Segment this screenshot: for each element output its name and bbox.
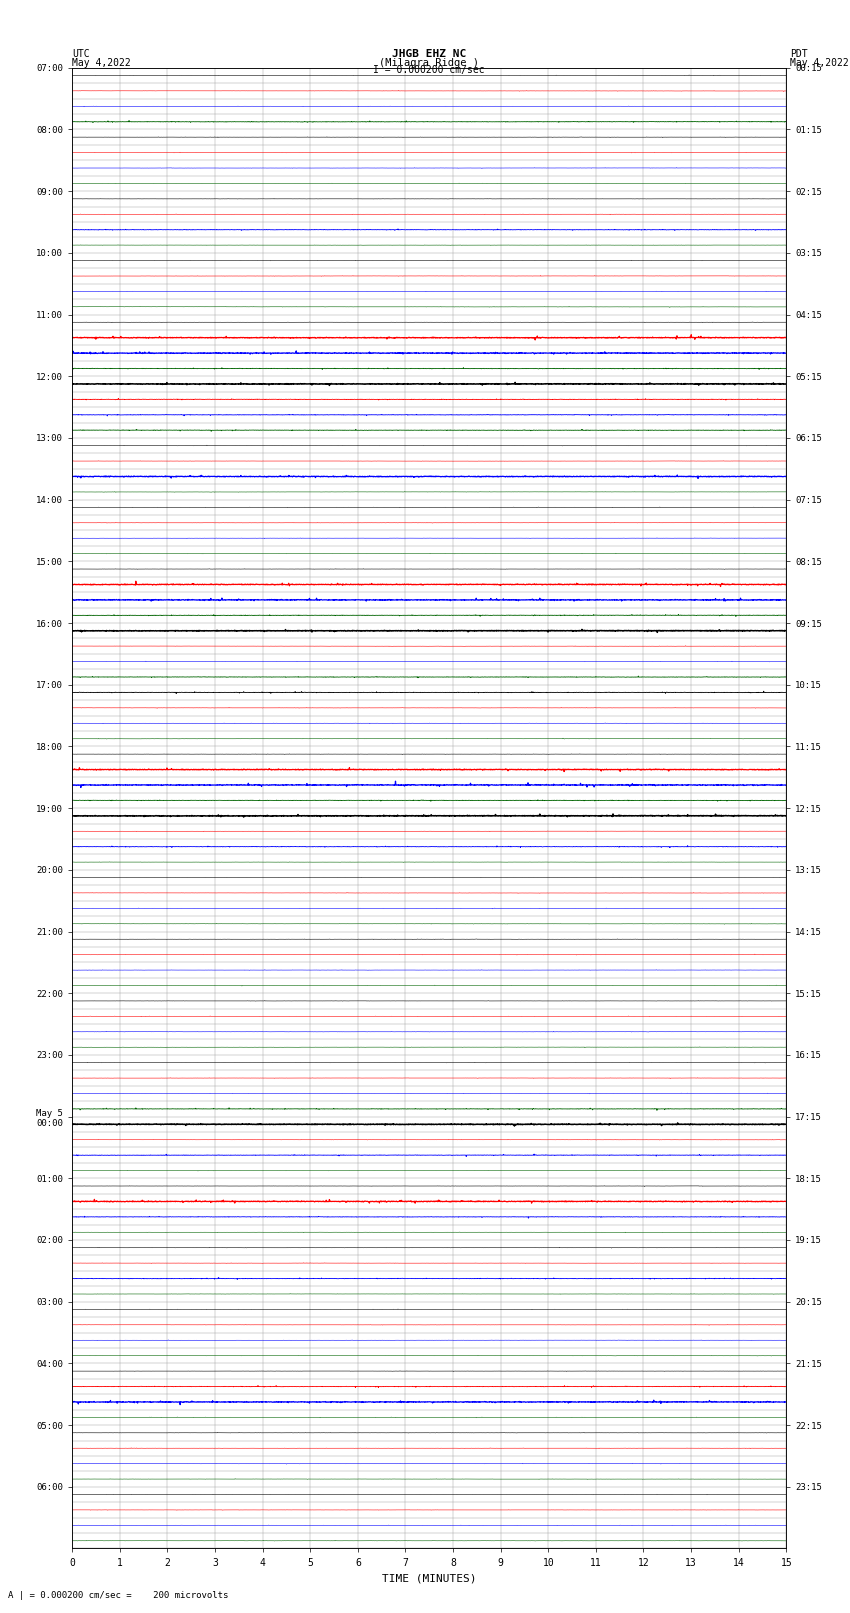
Text: JHGB EHZ NC: JHGB EHZ NC bbox=[392, 48, 467, 58]
Text: A | = 0.000200 cm/sec =    200 microvolts: A | = 0.000200 cm/sec = 200 microvolts bbox=[8, 1590, 229, 1600]
Text: (Milagra Ridge ): (Milagra Ridge ) bbox=[379, 58, 479, 68]
Text: PDT: PDT bbox=[790, 48, 808, 58]
Text: I = 0.000200 cm/sec: I = 0.000200 cm/sec bbox=[373, 65, 485, 76]
Text: May 4,2022: May 4,2022 bbox=[790, 58, 849, 68]
X-axis label: TIME (MINUTES): TIME (MINUTES) bbox=[382, 1573, 477, 1582]
Text: UTC: UTC bbox=[72, 48, 90, 58]
Text: May 4,2022: May 4,2022 bbox=[72, 58, 131, 68]
